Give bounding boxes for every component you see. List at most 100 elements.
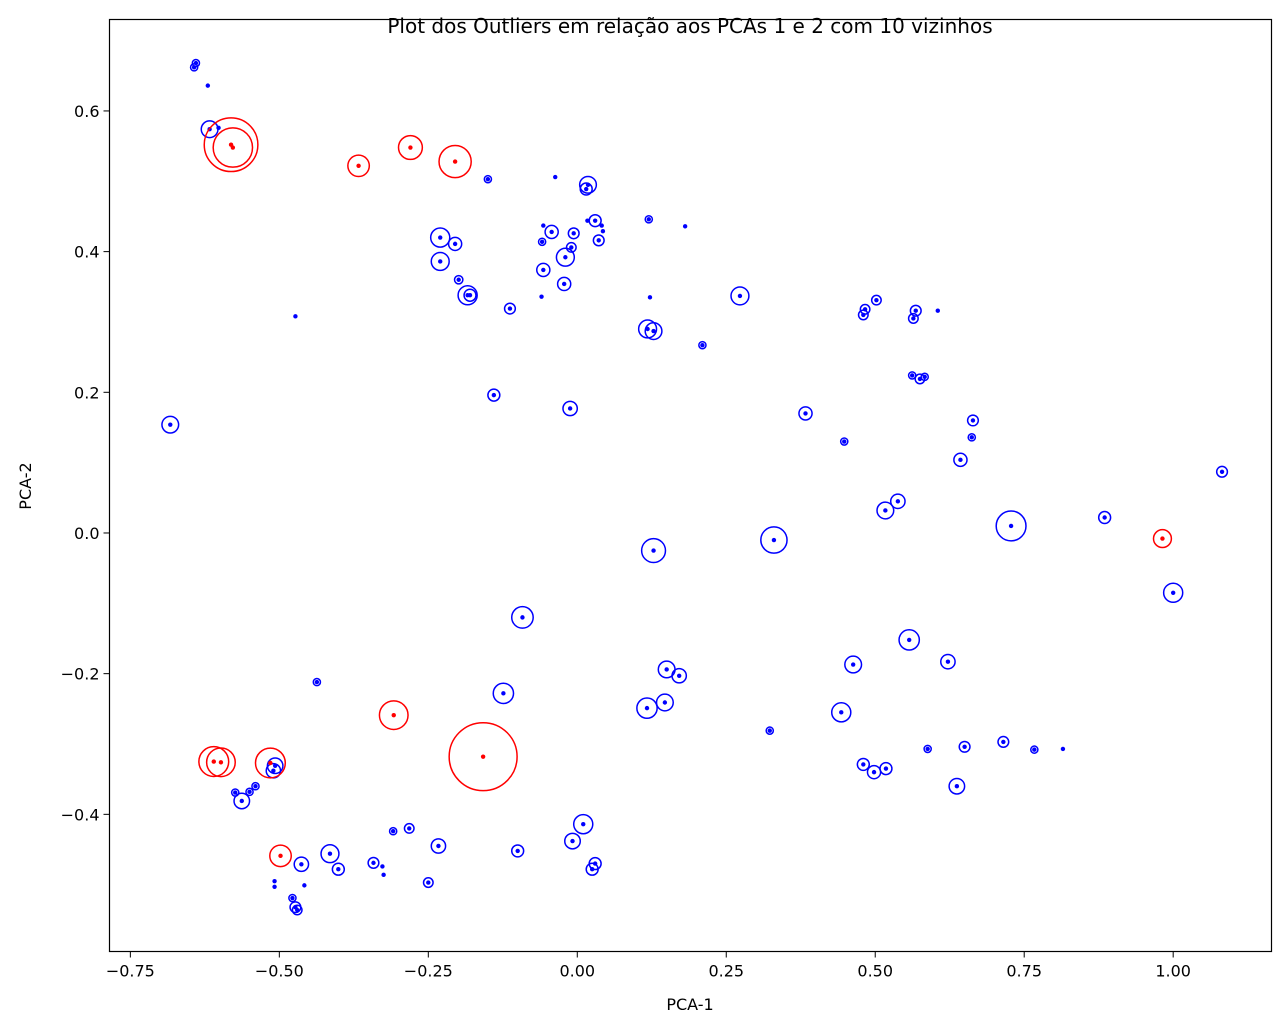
outlier-score-ring <box>453 274 464 285</box>
x-axis-label: PCA-1 <box>666 995 713 1014</box>
data-point <box>651 548 656 553</box>
data-point <box>480 754 486 759</box>
data-point <box>913 308 918 313</box>
data-point <box>314 679 320 685</box>
axes-frame <box>108 18 1273 953</box>
data-point <box>945 659 951 664</box>
outlier-score-ring <box>492 682 515 705</box>
data-point <box>211 759 216 764</box>
data-point <box>327 851 333 856</box>
outlier-score-ring <box>640 537 667 564</box>
data-point <box>216 125 221 131</box>
y-tick-label: 0.6 <box>74 102 99 121</box>
plot-area <box>108 18 1273 953</box>
data-point <box>278 853 283 859</box>
data-point <box>570 838 575 844</box>
data-point <box>571 231 576 236</box>
outlier-score-ring <box>555 247 576 267</box>
outlier-score-ring <box>765 726 775 735</box>
data-point <box>970 418 976 423</box>
data-point <box>911 316 916 321</box>
outlier-score-ring <box>291 904 303 916</box>
data-point <box>767 728 772 733</box>
outlier-score-ring <box>870 294 882 306</box>
outlier-score-ring <box>510 844 525 858</box>
outlier-score-ring <box>388 826 398 836</box>
y-axis: −0.4 −0.2 0.0 0.2 0.4 0.6 <box>61 102 110 824</box>
data-point <box>874 297 879 303</box>
data-point <box>803 411 808 416</box>
outlier-score-ring <box>487 388 501 402</box>
data-point <box>438 259 443 264</box>
data-point <box>302 883 307 888</box>
scatter-points <box>161 58 1229 916</box>
data-point <box>247 789 252 795</box>
outlier-score-ring <box>403 822 415 834</box>
data-point <box>935 308 940 313</box>
outlier-score-ring <box>876 501 895 520</box>
data-point <box>906 637 912 643</box>
data-point <box>1160 536 1165 541</box>
y-tick-label: −0.4 <box>61 805 100 824</box>
data-point <box>561 281 567 287</box>
data-point <box>883 766 889 771</box>
outlier-points <box>198 117 1173 868</box>
outlier-score-ring <box>483 174 493 184</box>
data-point <box>272 884 277 889</box>
outlier-score-ring <box>565 241 577 253</box>
outlier-score-ring <box>378 700 409 731</box>
data-point <box>336 867 341 872</box>
data-point <box>539 239 545 244</box>
data-point <box>958 457 963 463</box>
x-tick-label: 1.00 <box>1155 962 1191 981</box>
data-point <box>507 306 513 311</box>
data-point <box>647 295 653 300</box>
data-point <box>592 861 598 866</box>
data-point <box>205 83 211 88</box>
outlier-score-ring <box>269 844 292 868</box>
data-point <box>585 218 590 223</box>
data-point <box>922 374 927 380</box>
outlier-score-ring <box>161 415 180 434</box>
outlier-score-ring <box>254 747 287 779</box>
data-point <box>438 235 443 240</box>
data-point <box>436 843 441 849</box>
data-point <box>962 744 967 750</box>
data-point <box>390 829 396 834</box>
data-point <box>452 159 458 164</box>
data-point <box>553 174 558 180</box>
x-tick-label: 0.75 <box>1006 962 1042 981</box>
outlier-score-ring <box>966 414 980 427</box>
data-point <box>1219 469 1225 474</box>
outlier-score-ring <box>1215 465 1229 478</box>
outlier-score-ring <box>564 832 582 850</box>
outlier-score-ring <box>997 735 1010 749</box>
outlier-score-ring <box>920 372 930 382</box>
outlier-score-ring <box>331 862 346 876</box>
data-point <box>1008 523 1014 529</box>
data-point <box>861 762 866 767</box>
data-point <box>501 691 506 696</box>
outlier-score-ring <box>730 286 750 306</box>
x-tick-label: 0.00 <box>559 962 595 981</box>
data-point <box>909 373 915 378</box>
y-tick-label: 0.4 <box>74 243 99 262</box>
data-point <box>644 705 650 711</box>
x-tick-label: −0.75 <box>106 962 155 981</box>
outlier-score-ring <box>1162 582 1184 604</box>
data-point <box>676 673 682 678</box>
outlier-score-ring <box>503 302 517 315</box>
outlier-score-ring <box>1097 510 1112 525</box>
data-point <box>408 145 413 150</box>
data-point <box>456 277 461 282</box>
outlier-score-ring <box>572 813 594 835</box>
data-point <box>954 784 960 789</box>
data-point <box>1001 739 1006 745</box>
outlier-score-ring <box>995 510 1027 542</box>
outlier-score-ring <box>592 234 605 247</box>
outlier-score-ring <box>859 303 871 315</box>
data-point <box>871 769 877 775</box>
data-point <box>585 182 591 187</box>
